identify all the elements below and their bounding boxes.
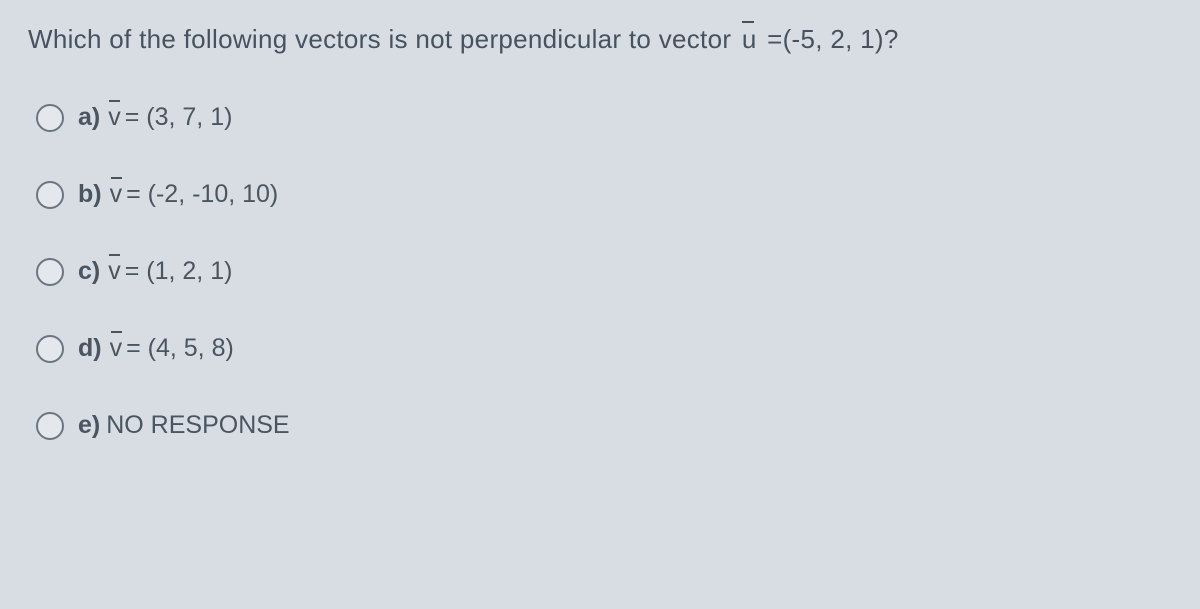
question-suffix: =(-5, 2, 1)? [760, 24, 899, 54]
vector-v-symbol: v [110, 180, 123, 209]
option-value: NO RESPONSE [106, 411, 289, 440]
option-text: e) NO RESPONSE [78, 411, 290, 440]
vector-v-symbol: v [108, 103, 121, 132]
vector-v-symbol: v [108, 257, 121, 286]
option-letter: c) [78, 257, 100, 286]
option-value: = (1, 2, 1) [125, 257, 233, 286]
option-letter: b) [78, 180, 102, 209]
option-value: = (4, 5, 8) [126, 334, 234, 363]
radio-button[interactable] [36, 412, 64, 440]
question-text: Which of the following vectors is not pe… [28, 24, 1172, 55]
option-value: = (-2, -10, 10) [126, 180, 278, 209]
option-value: = (3, 7, 1) [125, 103, 233, 132]
radio-button[interactable] [36, 335, 64, 363]
option-text: b) v = (-2, -10, 10) [78, 180, 278, 209]
options-container: a) v = (3, 7, 1) b) v = (-2, -10, 10) c)… [28, 103, 1172, 440]
option-letter: a) [78, 103, 100, 132]
option-b[interactable]: b) v = (-2, -10, 10) [36, 180, 1172, 209]
radio-button[interactable] [36, 258, 64, 286]
vector-v-symbol: v [110, 334, 123, 363]
option-letter: e) [78, 411, 100, 440]
option-text: c) v = (1, 2, 1) [78, 257, 232, 286]
vector-u-symbol: u [742, 24, 757, 55]
option-letter: d) [78, 334, 102, 363]
option-text: a) v = (3, 7, 1) [78, 103, 232, 132]
option-text: d) v = (4, 5, 8) [78, 334, 234, 363]
option-a[interactable]: a) v = (3, 7, 1) [36, 103, 1172, 132]
radio-button[interactable] [36, 181, 64, 209]
option-c[interactable]: c) v = (1, 2, 1) [36, 257, 1172, 286]
option-e[interactable]: e) NO RESPONSE [36, 411, 1172, 440]
question-prefix: Which of the following vectors is not pe… [28, 24, 739, 54]
option-d[interactable]: d) v = (4, 5, 8) [36, 334, 1172, 363]
radio-button[interactable] [36, 104, 64, 132]
